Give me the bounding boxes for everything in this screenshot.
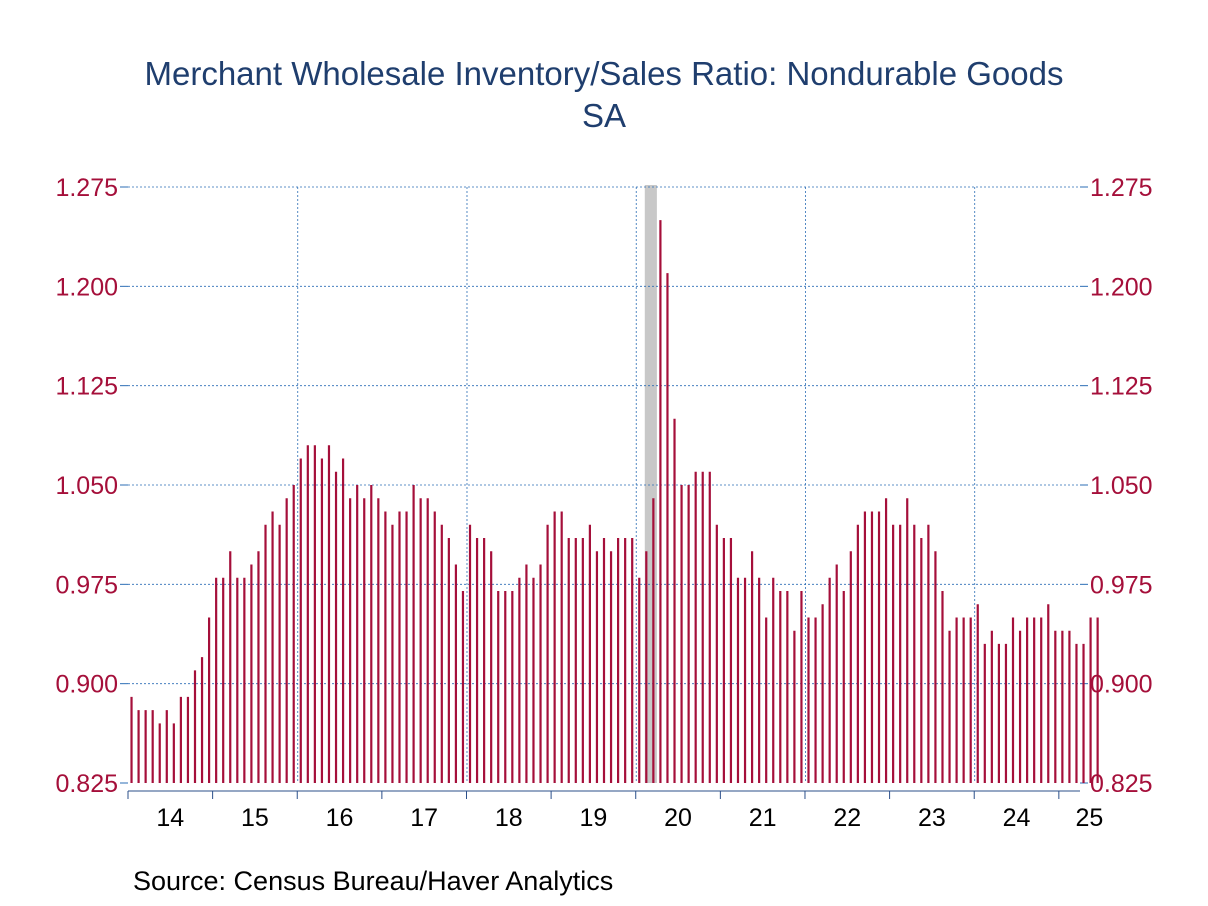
x-tick-label: 23: [918, 804, 946, 832]
y-tick-label-right: 0.825: [1090, 770, 1153, 798]
y-tick-label-right: 0.900: [1090, 671, 1153, 699]
chart-title: Merchant Wholesale Inventory/Sales Ratio…: [144, 55, 1064, 92]
y-tick-label-left: 1.050: [55, 472, 118, 500]
x-tick-label: 15: [241, 804, 269, 832]
source-note: Source: Census Bureau/Haver Analytics: [133, 866, 614, 896]
x-tick-label: 19: [580, 804, 608, 832]
y-tick-label-right: 1.200: [1090, 273, 1153, 301]
y-tick-label-right: 1.275: [1090, 174, 1153, 202]
x-tick-label: 25: [1076, 804, 1104, 832]
y-tick-label-left: 1.125: [55, 373, 118, 401]
y-tick-label-left: 0.975: [55, 571, 118, 599]
x-tick-label: 24: [1003, 804, 1031, 832]
x-tick-label: 21: [749, 804, 777, 832]
x-tick-label: 20: [664, 804, 692, 832]
y-tick-label-left: 0.825: [55, 770, 118, 798]
x-tick-label: 17: [410, 804, 438, 832]
y-tick-label-left: 0.900: [55, 671, 118, 699]
x-tick-label: 14: [156, 804, 184, 832]
x-tick-label: 16: [326, 804, 354, 832]
chart-subtitle: SA: [581, 97, 627, 134]
x-tick-label: 22: [833, 804, 861, 832]
y-tick-label-right: 1.125: [1090, 373, 1153, 401]
y-tick-label-right: 0.975: [1090, 571, 1153, 599]
y-tick-label-left: 1.275: [55, 174, 118, 202]
y-tick-label-right: 1.050: [1090, 472, 1153, 500]
y-tick-label-left: 1.200: [55, 273, 118, 301]
x-tick-label: 18: [495, 804, 523, 832]
